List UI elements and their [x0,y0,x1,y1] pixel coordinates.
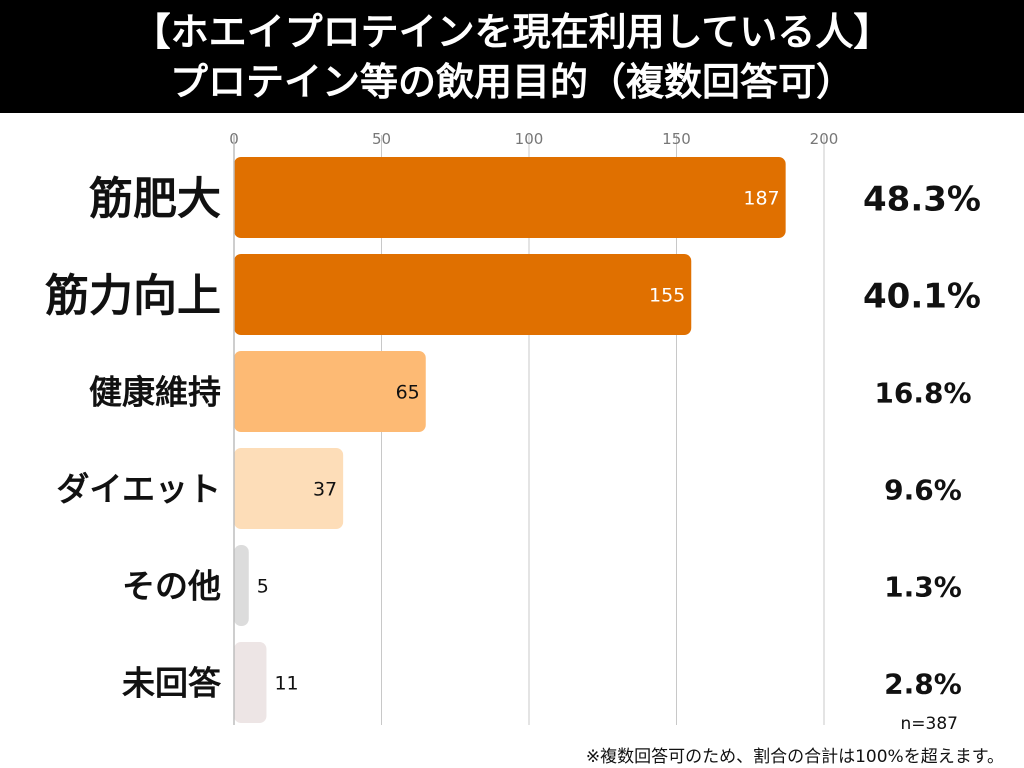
x-tick-label: 200 [810,130,839,148]
bar [234,157,786,238]
bar-value-label: 187 [743,188,779,210]
category-label: 筋力向上 [45,271,221,322]
bar-chart: 050100150200187筋肥大48.3%155筋力向上40.1%65健康維… [45,130,981,725]
bar-value-label: 37 [313,479,337,501]
bar-value-label: 155 [649,285,685,307]
category-label: 健康維持 [89,373,221,412]
category-label: 未回答 [122,664,222,703]
percentage-label: 16.8% [874,377,971,410]
x-tick-label: 50 [372,130,391,148]
bar [234,642,267,723]
bar-value-label: 5 [257,576,269,598]
chart-title-line1: 【ホエイプロテインを現在利用している人】 [132,10,892,54]
bar [234,254,692,335]
percentage-label: 2.8% [884,668,962,701]
bar [234,448,344,529]
percentage-label: 48.3% [863,180,981,220]
title-banner: 【ホエイプロテインを現在利用している人】 プロテイン等の飲用目的（複数回答可） [0,0,1024,113]
x-tick-label: 100 [515,130,544,148]
sample-size-label: n=387 [900,714,958,734]
bar-value-label: 11 [274,673,298,695]
bar [234,351,426,432]
percentage-label: 9.6% [884,474,962,507]
percentage-label: 40.1% [863,277,981,317]
chart-title-line2: プロテイン等の飲用目的（複数回答可） [169,60,854,104]
category-label: 筋肥大 [89,174,221,225]
footnote: ※複数回答可のため、割合の合計は100%を超えます。 [585,747,1004,767]
category-label: その他 [122,567,221,606]
x-tick-label: 150 [662,130,691,148]
percentage-label: 1.3% [884,571,962,604]
bar-value-label: 65 [396,382,420,404]
bar [234,545,249,626]
category-label: ダイエット [56,470,221,509]
